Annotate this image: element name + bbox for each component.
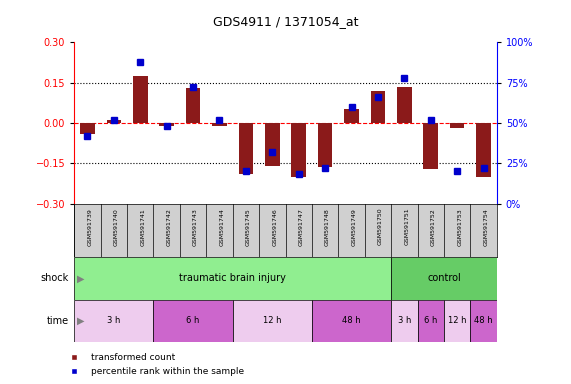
Bar <box>391 257 497 300</box>
Text: traumatic brain injury: traumatic brain injury <box>179 273 286 283</box>
Text: ▶: ▶ <box>77 273 85 283</box>
Bar <box>107 120 121 123</box>
Bar <box>344 109 359 123</box>
Bar <box>450 123 464 128</box>
Text: GSM591754: GSM591754 <box>484 208 489 246</box>
Bar <box>265 123 280 166</box>
Text: GSM591750: GSM591750 <box>378 208 383 245</box>
Text: GSM591741: GSM591741 <box>140 208 145 246</box>
Text: GSM591742: GSM591742 <box>167 208 172 246</box>
Bar <box>318 123 332 167</box>
Text: 12 h: 12 h <box>448 316 467 325</box>
Text: 12 h: 12 h <box>263 316 282 325</box>
Legend: transformed count, percentile rank within the sample: transformed count, percentile rank withi… <box>62 350 247 379</box>
Text: GSM591751: GSM591751 <box>404 208 409 245</box>
Text: 3 h: 3 h <box>397 316 411 325</box>
Text: 6 h: 6 h <box>186 316 200 325</box>
Bar <box>212 123 227 126</box>
Bar <box>74 300 154 342</box>
Bar <box>186 88 200 123</box>
Bar <box>133 76 147 123</box>
Bar <box>476 123 491 177</box>
Bar <box>159 123 174 126</box>
Text: ▶: ▶ <box>77 316 85 326</box>
Bar <box>444 300 471 342</box>
Bar <box>291 123 306 177</box>
Text: time: time <box>46 316 69 326</box>
Text: GSM591752: GSM591752 <box>431 208 436 246</box>
Text: GSM591746: GSM591746 <box>272 208 278 246</box>
Bar <box>417 300 444 342</box>
Bar <box>371 91 385 123</box>
Text: GSM591753: GSM591753 <box>457 208 462 246</box>
Text: 6 h: 6 h <box>424 316 437 325</box>
Bar <box>233 300 312 342</box>
Bar <box>397 87 412 123</box>
Bar <box>154 300 233 342</box>
Bar <box>471 300 497 342</box>
Text: GSM591740: GSM591740 <box>114 208 119 246</box>
Bar <box>312 300 391 342</box>
Text: shock: shock <box>41 273 69 283</box>
Text: GSM591748: GSM591748 <box>325 208 330 246</box>
Text: GSM591739: GSM591739 <box>87 208 93 246</box>
Text: GSM591743: GSM591743 <box>193 208 198 246</box>
Bar <box>391 300 417 342</box>
Text: GSM591747: GSM591747 <box>299 208 304 246</box>
Text: 3 h: 3 h <box>107 316 120 325</box>
Text: GSM591744: GSM591744 <box>219 208 224 246</box>
Bar <box>239 123 253 174</box>
Bar <box>80 123 95 134</box>
Text: 48 h: 48 h <box>475 316 493 325</box>
Text: control: control <box>427 273 461 283</box>
Text: GSM591745: GSM591745 <box>246 208 251 246</box>
Bar <box>424 123 438 169</box>
Bar <box>74 257 391 300</box>
Text: 48 h: 48 h <box>342 316 361 325</box>
Text: GSM591749: GSM591749 <box>352 208 356 246</box>
Text: GDS4911 / 1371054_at: GDS4911 / 1371054_at <box>213 15 358 28</box>
